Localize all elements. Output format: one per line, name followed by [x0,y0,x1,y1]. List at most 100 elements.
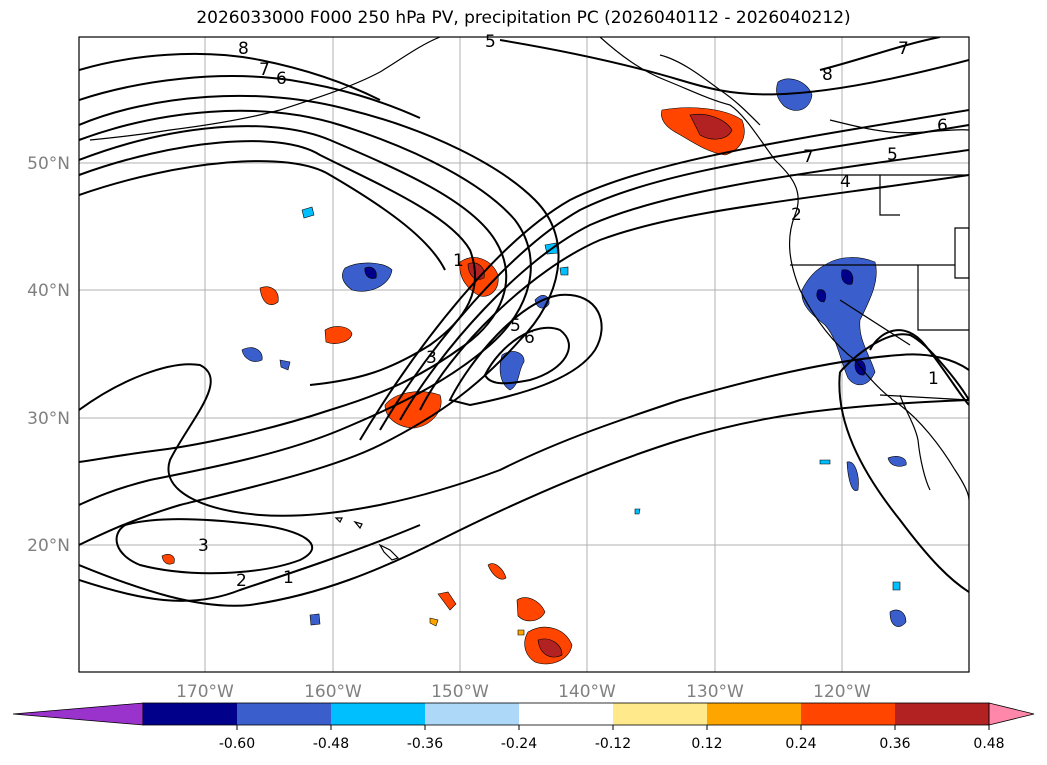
colorbar-outline [142,702,990,726]
colorbar-extend-min [12,702,144,726]
pv-contour-line [115,518,314,575]
precip-negative-area [301,206,315,219]
colorbar-extend-max [988,702,1035,726]
pv-contour-line [419,174,969,411]
precip-negative-area [634,508,641,515]
precip-positive-area [487,563,507,580]
lat-label: 50°N [27,154,70,174]
pv-contour-label: 8 [822,65,833,85]
pv-contour-line [79,52,381,101]
pv-contour-line [838,371,969,593]
us-mexico-border [879,394,969,401]
colorbar-swatch [895,703,989,725]
pv-contour-label: 5 [510,316,521,336]
precip-negative-core [816,289,827,303]
pv-contour-label: 6 [524,328,535,348]
precip-positive-area [517,629,525,636]
pv-contour-line [483,326,570,385]
pv-contours [79,37,969,607]
colorbar-swatch [237,703,331,725]
colorbar-tick-label: -0.12 [595,736,631,752]
precip-negative-area [241,347,263,362]
colorbar-tick-label: 0.24 [785,736,816,752]
north-america-coastline [599,37,969,501]
us-state-border [879,175,900,216]
pv-contour-line [79,140,476,386]
pv-contour-label: 7 [803,147,814,167]
lat-label: 40°N [27,281,70,301]
colorbar-swatch [519,703,613,725]
longitude-labels: 170°W 160°W 150°W 140°W 130°W 120°W [176,682,871,702]
colorbar-swatch [613,703,707,725]
hawaii-island [378,543,400,561]
latitude-labels: 50°N 40°N 30°N 20°N [27,154,70,556]
pv-contour-label: 2 [791,205,802,225]
pv-contour-label: 4 [840,172,851,192]
colorbar-swatch [707,703,801,725]
pv-contour-label: 6 [276,69,287,89]
pv-contour-label: 3 [426,348,437,368]
colorbar-tick-label: 0.36 [879,736,910,752]
lat-label: 20°N [27,536,70,556]
precip-positive-area [429,617,439,627]
precip-negative-area [559,266,569,276]
lon-label: 160°W [304,682,362,702]
lon-label: 150°W [431,682,489,702]
precip-negative-area [309,613,321,626]
precip-positive-area [259,286,279,305]
pv-contour-line [79,125,508,463]
precip-shading [161,78,907,665]
pv-contour-label: 5 [887,145,898,165]
pv-contour-label: 6 [937,116,948,136]
aleutian-island-chain [89,37,441,141]
colorbar-tick-label: -0.60 [219,736,255,752]
pv-contour-labels: 8 7 6 5 8 7 6 7 5 4 2 1 3 5 6 3 2 1 1 [198,32,948,591]
lon-label: 170°W [176,682,234,702]
lon-label: 120°W [813,682,871,702]
precip-negative-area [342,262,393,292]
pv-contour-line [79,524,421,602]
colorbar-swatch [801,703,895,725]
colorbar-tick-label: 0.48 [973,736,1004,752]
pv-contour-label: 5 [485,32,496,52]
pv-contour-line [79,94,560,546]
us-state-border [954,227,969,279]
precip-positive-area [324,326,353,344]
map-title: 2026033000 F000 250 hPa PV, precipitatio… [196,8,851,28]
precip-positive-area [161,554,175,565]
us-state-border [917,265,969,331]
pv-contour-line [379,124,969,431]
lat-label: 30°N [27,409,70,429]
pv-contour-line [869,329,969,406]
precip-negative-area [279,359,291,371]
colorbar-tick-label: 0.12 [691,736,722,752]
lon-label: 130°W [686,682,744,702]
precip-negative-area [892,581,901,591]
pv-contour-label: 1 [453,251,464,271]
pv-contour-label: 1 [928,369,939,389]
pv-contour-line [79,75,421,119]
colorbar-tick-label: -0.36 [407,736,443,752]
pv-contour-label: 1 [283,568,294,588]
colorbar-tick-label: -0.48 [313,736,349,752]
pv-contour-line [79,399,969,607]
precip-negative-area [499,351,525,391]
precip-negative-area [819,459,831,465]
colorbar-swatch [425,703,519,725]
precip-negative-area [889,609,907,627]
pv-contour-label: 7 [898,39,909,59]
pv-contour-label: 8 [238,39,249,59]
canada-border [829,119,969,134]
lon-label: 140°W [558,682,616,702]
coastlines [89,37,969,561]
precip-positive-core [537,638,563,658]
precip-positive-area [516,597,546,622]
pv-contour-line [399,149,969,421]
colorbar: -0.60 -0.48 -0.36 -0.24 -0.12 0.12 0.24 0.36 0.4… [12,702,1035,752]
colorbar-swatch [331,703,425,725]
hawaii-island [353,520,363,530]
precip-negative-area [846,461,859,491]
colorbar-tick-label: -0.24 [501,736,537,752]
pv-contour-line [79,353,969,517]
